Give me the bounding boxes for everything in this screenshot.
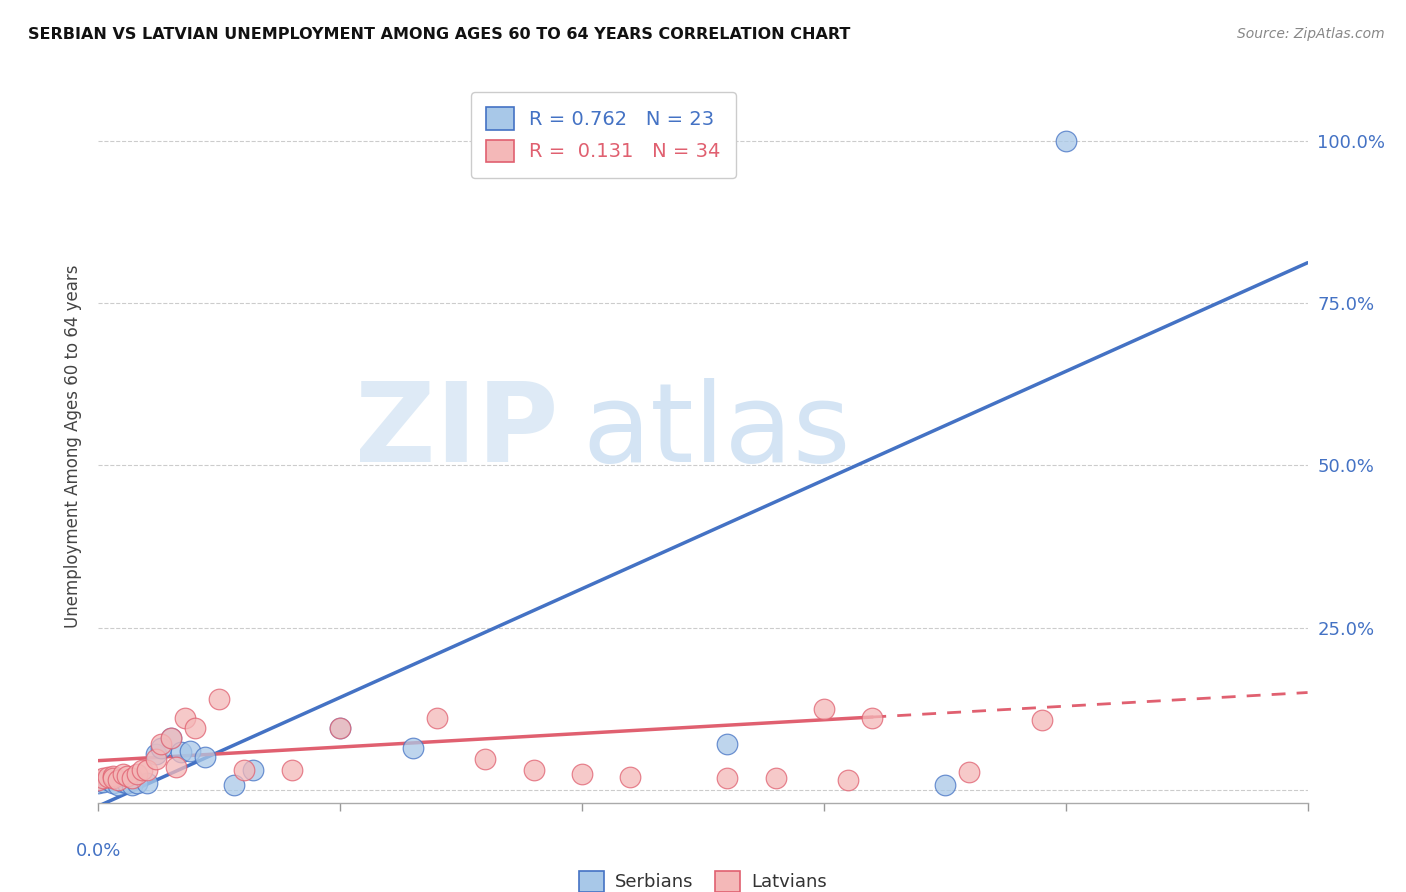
Point (87, 776, 110, 790)
Point (813, 702, 835, 716)
Point (121, 771, 143, 785)
Point (222, 778, 245, 792)
Point (97, 770, 120, 784)
Point (716, 738, 738, 752)
Point (121, 778, 143, 792)
Point (837, 773, 859, 788)
Point (1031, 713, 1053, 727)
Point (208, 692, 231, 706)
Point (127, 766, 149, 780)
Point (169, 745, 191, 759)
Point (135, 764, 157, 778)
Point (150, 738, 173, 752)
Point (165, 760, 187, 774)
Point (107, 773, 129, 788)
Point (101, 771, 124, 785)
Point (97, 773, 120, 788)
Point (101, 776, 124, 790)
Point (145, 747, 167, 761)
Text: SERBIAN VS LATVIAN UNEMPLOYMENT AMONG AGES 60 TO 64 YEARS CORRELATION CHART: SERBIAN VS LATVIAN UNEMPLOYMENT AMONG AG… (28, 27, 851, 42)
Point (101, 768, 124, 782)
Point (145, 752, 167, 766)
Point (160, 731, 183, 745)
Point (329, 721, 352, 735)
Text: ZIP: ZIP (354, 378, 558, 485)
Point (87, 773, 110, 788)
Text: atlas: atlas (582, 378, 851, 485)
Point (127, 776, 149, 790)
Point (117, 776, 139, 790)
Point (860, 711, 883, 725)
Point (957, 764, 980, 779)
Point (716, 771, 738, 785)
Legend: Serbians, Latvians: Serbians, Latvians (569, 862, 837, 892)
Point (111, 766, 134, 780)
Point (242, 764, 264, 778)
Point (111, 775, 134, 789)
Point (1054, 134, 1077, 148)
Y-axis label: Unemployment Among Ages 60 to 64 years: Unemployment Among Ages 60 to 64 years (63, 264, 82, 628)
Point (232, 764, 254, 778)
Point (402, 740, 425, 755)
Point (184, 721, 207, 735)
Point (765, 771, 787, 785)
Point (281, 764, 304, 778)
Point (619, 770, 641, 784)
Point (150, 740, 173, 755)
Point (117, 768, 139, 782)
Point (194, 750, 217, 764)
Point (329, 721, 352, 735)
Point (91, 771, 114, 785)
Text: Source: ZipAtlas.com: Source: ZipAtlas.com (1237, 27, 1385, 41)
Point (131, 764, 153, 778)
Text: 0.0%: 0.0% (76, 842, 121, 860)
Point (179, 744, 201, 758)
Point (934, 778, 956, 792)
Point (107, 778, 129, 792)
Point (174, 711, 197, 725)
Point (91, 775, 114, 789)
Point (160, 731, 183, 745)
Point (426, 711, 449, 725)
Point (474, 752, 496, 766)
Point (571, 766, 593, 780)
Point (523, 764, 546, 778)
Point (135, 776, 157, 790)
